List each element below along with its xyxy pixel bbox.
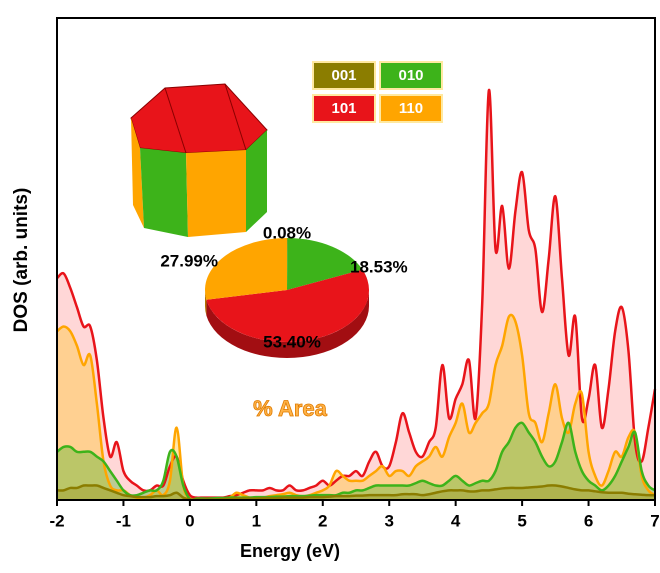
x-tick-label: -1	[116, 511, 131, 530]
y-axis-label: DOS (arb. units)	[11, 188, 32, 333]
crystal-illustration	[131, 84, 267, 237]
x-tick-label: 2	[318, 511, 327, 530]
legend: 101 110 010 001	[313, 62, 442, 122]
x-tick-label: 3	[384, 511, 393, 530]
x-tick-label: 0	[185, 511, 194, 530]
x-tick-label: 6	[584, 511, 593, 530]
x-tick-label: -2	[49, 511, 64, 530]
legend-label: 110	[399, 100, 423, 117]
legend-label: 001	[331, 67, 356, 84]
pie-value-label: 27.99%	[160, 251, 218, 270]
x-tick-label: 5	[517, 511, 526, 530]
x-tick-label: 7	[650, 511, 659, 530]
chart: -2 -1 0 1 2 3 4 5 6 7 0.08% 18.53% 53.40% 27.99% 101…	[0, 0, 660, 573]
pie-value-label: 53.40%	[263, 332, 321, 351]
legend-label: 010	[398, 67, 423, 84]
x-tick-label: 1	[252, 511, 261, 530]
pie-chart: 0.08% 18.53% 53.40% 27.99%	[160, 223, 407, 358]
x-axis-label: Energy (eV)	[240, 541, 340, 561]
pie-value-label: 18.53%	[350, 257, 408, 276]
pie-title: % Area	[253, 396, 328, 421]
legend-label: 101	[331, 100, 356, 117]
x-tick-label: 4	[451, 511, 461, 530]
pie-value-label: 0.08%	[263, 223, 311, 242]
